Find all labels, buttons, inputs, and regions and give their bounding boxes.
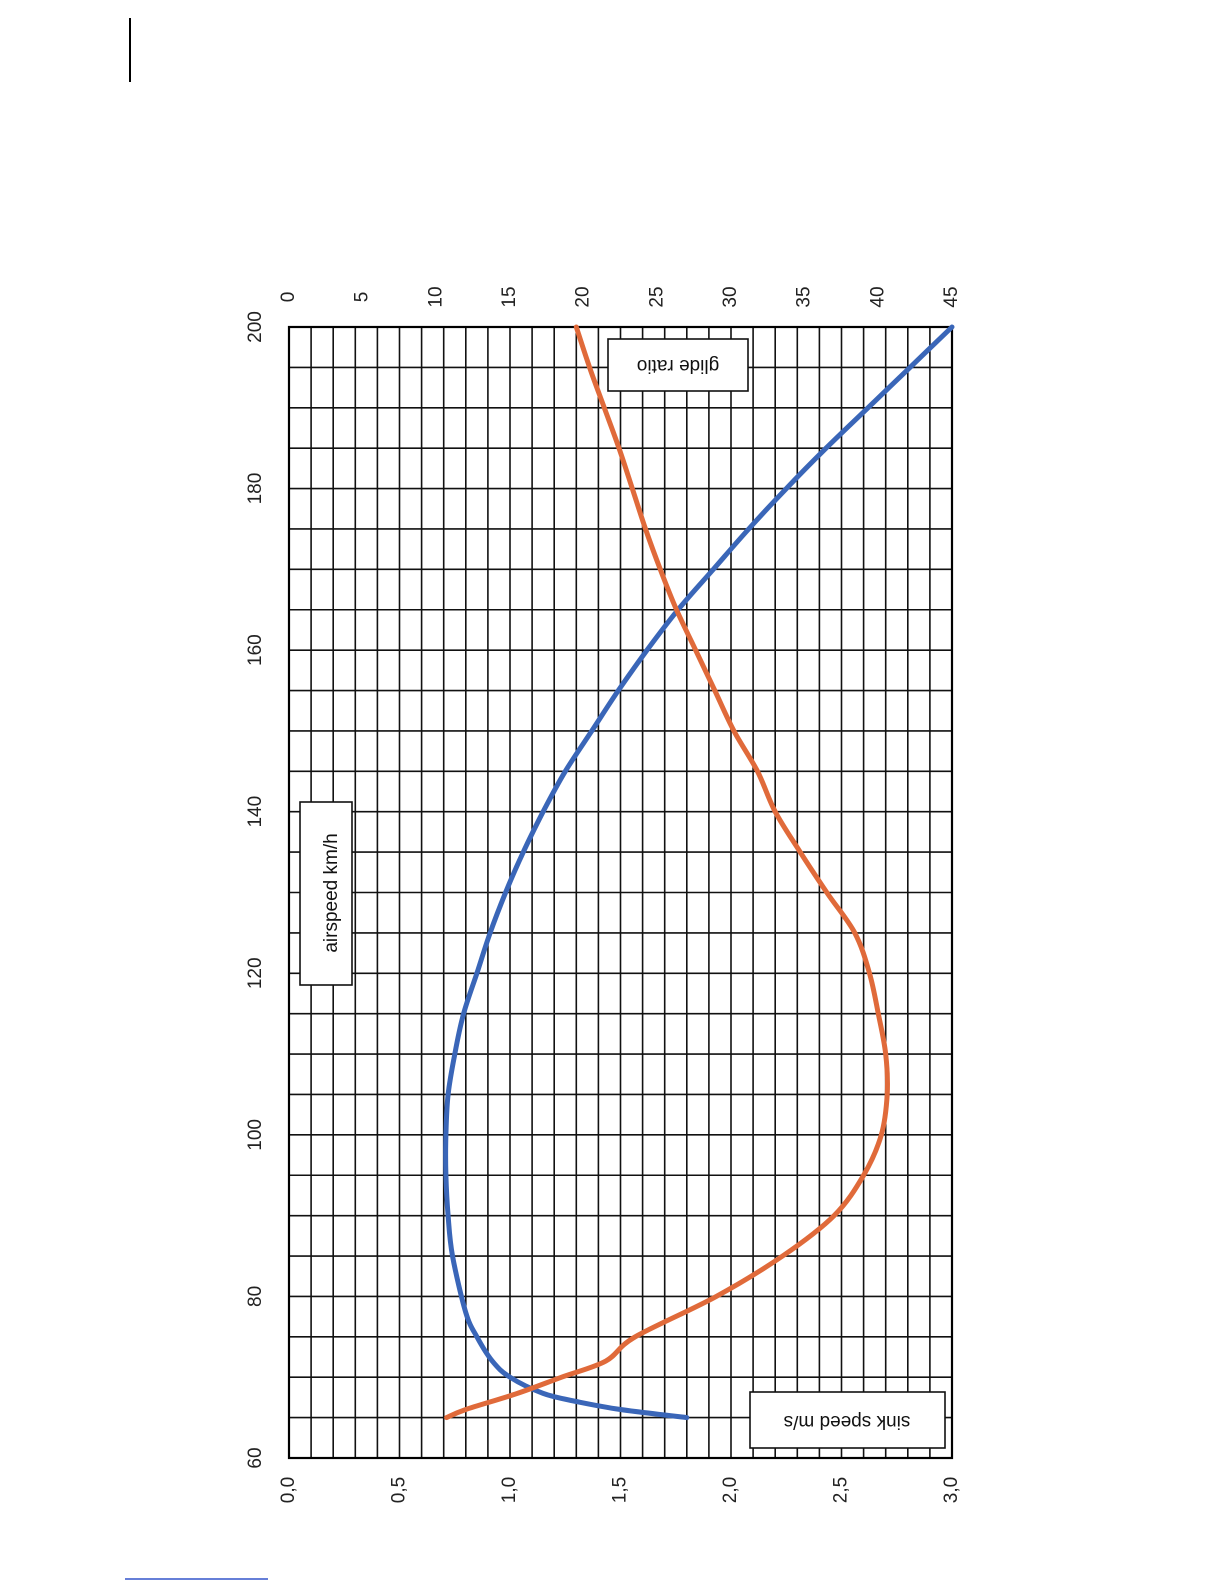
sink-speed-label: sink speed m/s [784,1411,911,1432]
airspeed-tick-label: 80 [245,1286,266,1307]
glide-ratio-tick-label: 10 [425,286,446,307]
airspeed-ticks: 60 80 100 120 140 160 180 200 [245,311,266,1468]
glide-ratio-tick-label: 20 [573,286,594,307]
glide-ratio-tick-label: 40 [867,286,888,307]
airspeed-tick-label: 120 [245,957,266,989]
glide-ratio-curve [444,324,890,1421]
airspeed-tick-label: 180 [245,473,266,505]
grid [287,325,954,1460]
airspeed-tick-label: 100 [245,1119,266,1151]
glide-ratio-tick-label: 25 [646,286,667,307]
sink-speed-tick-label: 1,5 [610,1477,631,1503]
glide-ratio-tick-label: 5 [352,292,373,303]
glide-ratio-tick-label: 45 [941,286,962,307]
series-layer [443,324,955,1421]
glide-ratio-tick-label: 0 [278,292,299,303]
airspeed-label: airspeed km/h [321,833,342,952]
sink-speed-tick-label: 0,5 [389,1477,410,1503]
airspeed-tick-label: 140 [245,796,266,828]
sink-speed-tick-label: 2,0 [720,1477,741,1503]
airspeed-tick-label: 160 [245,634,266,666]
airspeed-label-box: airspeed km/h [299,801,353,986]
plot-frame [287,325,954,1460]
sink-speed-ticks: 0,0 0,5 1,0 1,5 2,0 2,5 3,0 [278,1477,962,1503]
sink-speed-curve [443,324,955,1421]
glide-ratio-tick-label: 30 [720,286,741,307]
glide-ratio-label: glide ratio [637,355,719,376]
glide-ratio-ticks: 0 5 10 15 20 25 30 35 40 45 [278,286,962,307]
glide-ratio-label-box: glide ratio [607,338,749,392]
sink-speed-label-box: sink speed m/s [749,1391,946,1449]
sink-speed-tick-label: 0,0 [278,1477,299,1503]
sink-speed-tick-label: 1,0 [499,1477,520,1503]
airspeed-tick-label: 60 [245,1447,266,1468]
airspeed-tick-label: 200 [245,311,266,343]
glide-ratio-tick-label: 15 [499,286,520,307]
sink-speed-tick-label: 2,5 [831,1477,852,1503]
sink-speed-tick-label: 3,0 [941,1477,962,1503]
glide-ratio-tick-label: 35 [794,286,815,307]
